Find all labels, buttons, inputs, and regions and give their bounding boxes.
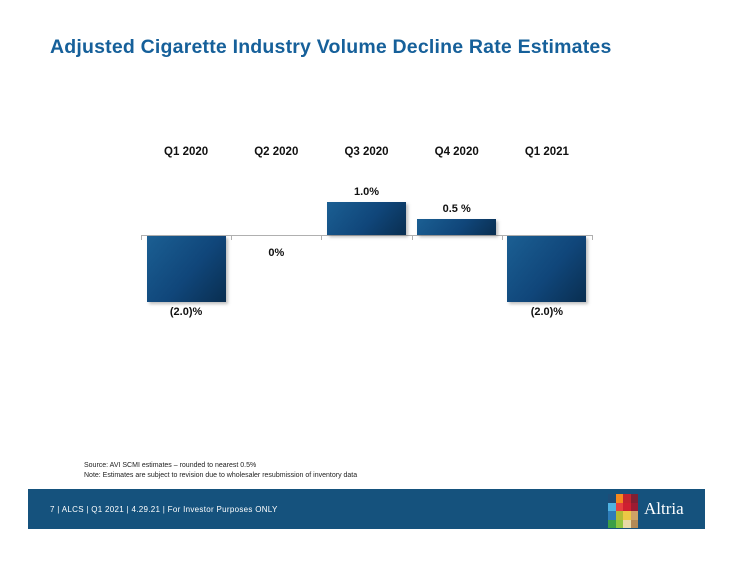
x-axis-tick — [411, 235, 413, 240]
logo-mosaic-tile — [615, 519, 623, 528]
slide-title: Adjusted Cigarette Industry Volume Decli… — [50, 36, 612, 58]
logo-mosaic-tile — [623, 511, 631, 520]
source-line: Source: AVI SCMI estimates – rounded to … — [84, 462, 257, 469]
logo-mosaic-tile — [623, 519, 631, 528]
x-axis-tick — [231, 235, 233, 240]
source-notes: Source: AVI SCMI estimates – rounded to … — [84, 461, 357, 480]
logo-mosaic-tile — [630, 502, 638, 511]
category-label: Q1 2021 — [524, 146, 569, 158]
logo-mosaic-tile — [623, 494, 631, 503]
bar-q4-2020 — [417, 218, 497, 235]
logo-mosaic-tile — [623, 502, 631, 511]
logo-mosaic-tile — [608, 494, 616, 503]
logo-mosaic-tile — [615, 502, 623, 511]
value-label: 0% — [268, 247, 285, 259]
logo-mosaic-tile — [608, 519, 616, 528]
category-label: Q4 2020 — [434, 146, 479, 158]
logo-mosaic-tile — [608, 511, 616, 520]
x-axis-tick — [592, 235, 593, 240]
value-label: (2.0)% — [530, 306, 564, 318]
logo-mosaic-tile — [615, 511, 623, 520]
value-label: (2.0)% — [169, 306, 203, 318]
footer-bar: 7 | ALCS | Q1 2021 | 4.29.21 | For Inves… — [28, 489, 705, 529]
bar-q1-2021 — [507, 236, 587, 302]
category-label: Q3 2020 — [344, 146, 389, 158]
altria-wordmark: Altria — [644, 499, 684, 518]
value-label: 0.5 % — [442, 202, 471, 215]
category-label: Q2 2020 — [254, 146, 299, 158]
footer-text: 7 | ALCS | Q1 2021 | 4.29.21 | For Inves… — [50, 504, 278, 514]
category-label: Q1 2020 — [164, 146, 209, 158]
note-line: Note: Estimates are subject to revision … — [84, 471, 358, 479]
logo-mosaic-tile — [630, 494, 638, 503]
altria-logo-mosaic-icon — [608, 494, 638, 528]
bar-q1-2020 — [146, 236, 226, 302]
x-axis-line — [141, 235, 592, 236]
logo-mosaic-tile — [630, 511, 638, 520]
x-axis-tick — [141, 235, 142, 240]
x-axis-tick — [321, 235, 323, 240]
logo-mosaic-tile — [608, 502, 616, 511]
x-axis-tick — [501, 235, 503, 240]
bar-q3-2020 — [327, 202, 406, 235]
logo-mosaic-tile — [630, 519, 638, 528]
value-label: 1.0% — [353, 186, 380, 198]
logo-mosaic-tile — [615, 494, 623, 503]
